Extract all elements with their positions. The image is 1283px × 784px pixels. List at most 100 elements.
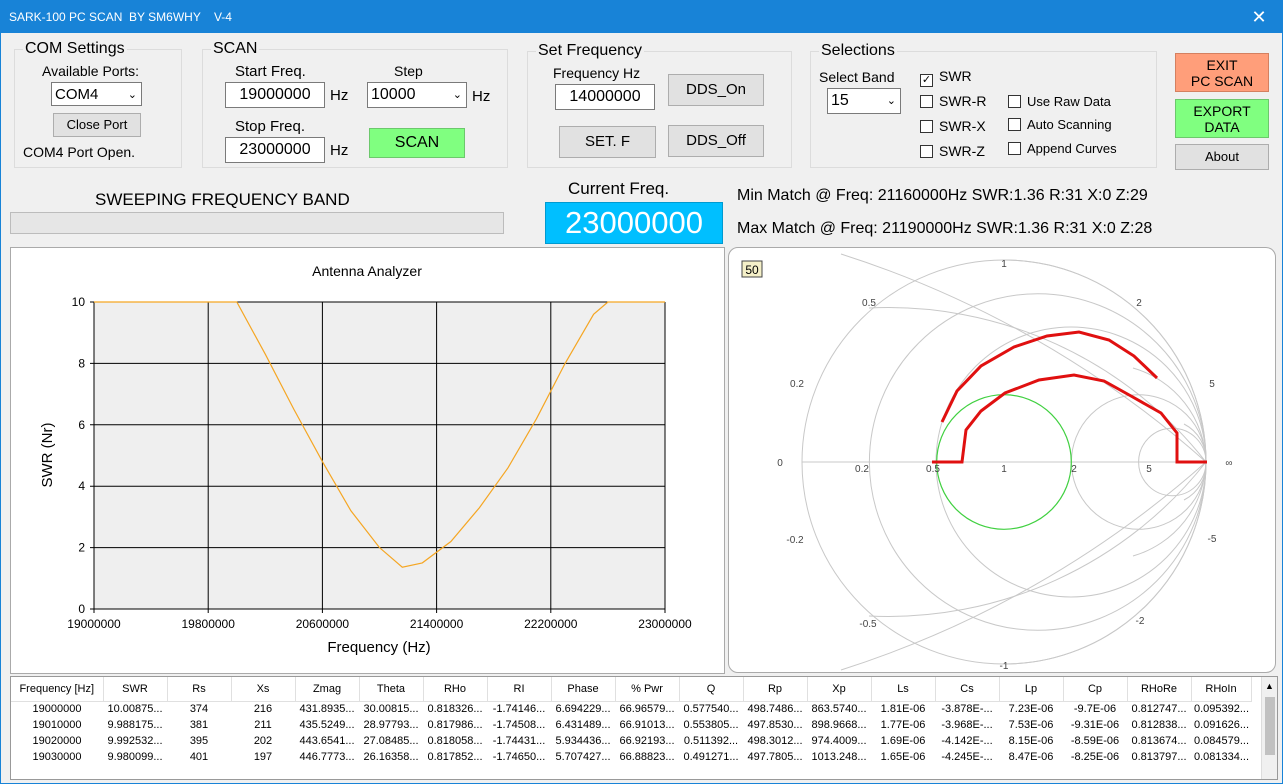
column-header[interactable]: Rs — [167, 677, 232, 702]
column-header[interactable]: SWR — [103, 677, 168, 702]
table-scrollbar[interactable]: ▲ — [1261, 677, 1277, 779]
start-freq-input[interactable]: 19000000 — [225, 82, 325, 108]
table-cell: 0.817852... — [427, 751, 483, 763]
column-header[interactable]: RHo — [423, 677, 488, 702]
dds-on-button[interactable]: DDS_On — [668, 74, 764, 106]
exit-label: EXIT — [1206, 57, 1238, 73]
table-cell: 10.00875... — [107, 703, 163, 716]
dds-off-button[interactable]: DDS_Off — [668, 125, 764, 157]
y-tick-label: 2 — [78, 541, 85, 555]
table-cell: 1.77E-06 — [880, 719, 926, 731]
append-curves-checkbox[interactable]: Append Curves — [1008, 141, 1117, 156]
column-header[interactable]: Cp — [1063, 677, 1128, 702]
column-header[interactable]: Xs — [231, 677, 296, 702]
scroll-up-icon[interactable]: ▲ — [1265, 681, 1274, 691]
auto-scanning-checkbox[interactable]: Auto Scanning — [1008, 117, 1112, 132]
column-header[interactable]: Cs — [935, 677, 1000, 702]
close-port-button[interactable]: Close Port — [53, 113, 141, 137]
table-cell: 498.7486... — [747, 703, 803, 716]
table-cell: 1.65E-06 — [880, 751, 926, 763]
y-tick-label: 4 — [78, 479, 85, 493]
set-frequency-input[interactable]: 14000000 — [555, 84, 655, 110]
table-row[interactable]: 19000000 10.00875... 374 216 431.8935... 30.0… — [11, 701, 1251, 717]
checkbox-box — [1008, 142, 1021, 155]
table-row[interactable]: 19030000 9.980099... 401 197 446.7773... 26.1… — [11, 749, 1251, 765]
selections-legend: Selections — [819, 42, 897, 60]
column-header[interactable]: Frequency [Hz] — [11, 677, 104, 702]
use-raw-data-checkbox[interactable]: Use Raw Data — [1008, 94, 1111, 109]
selections-group: Selections — [810, 42, 1157, 168]
column-header[interactable]: Q — [679, 677, 744, 702]
smith-label: 1 — [1001, 259, 1007, 270]
table-cell: 216 — [253, 703, 273, 716]
smith-label: ∞ — [1225, 458, 1232, 469]
port-select[interactable]: COM4 ⌄ — [51, 82, 142, 106]
swr-checkbox[interactable]: ✓ SWR — [920, 68, 972, 87]
data-table[interactable]: Frequency [Hz] SWR Rs Xs Zmag Theta RHo RI Phase… — [10, 676, 1278, 780]
column-header[interactable]: Zmag — [295, 677, 360, 702]
min-match-text: Min Match @ Freq: 21160000Hz SWR:1.36 R:… — [737, 187, 1148, 204]
set-f-button[interactable]: SET. F — [559, 126, 656, 158]
table-cell: 0.491271... — [683, 751, 739, 763]
column-header[interactable]: Xp — [807, 677, 872, 702]
port-value: COM4 — [55, 86, 99, 103]
column-header[interactable]: % Pwr — [615, 677, 680, 702]
table-cell: 401 — [189, 751, 209, 763]
available-ports-label: Available Ports: — [42, 63, 140, 79]
column-header[interactable]: Ls — [871, 677, 936, 702]
table-row[interactable]: 19020000 9.992532... 395 202 443.6541... 27.0… — [11, 733, 1251, 749]
export-label: EXPORT — [1193, 103, 1251, 119]
smith-trace-outer — [940, 330, 1159, 423]
table-cell: 0.812838... — [1131, 719, 1187, 731]
column-header[interactable]: RHoIn — [1191, 677, 1252, 702]
table-cell: 435.5249... — [299, 719, 355, 731]
column-header[interactable]: Phase — [551, 677, 616, 702]
step-label: Step — [394, 63, 423, 79]
close-icon[interactable]: ✕ — [1251, 7, 1267, 27]
table-cell: -4.142E-... — [941, 735, 993, 747]
x-tick-label: 21400000 — [410, 617, 464, 631]
table-row[interactable]: 19010000 9.988175... 381 211 435.5249... 28.9… — [11, 717, 1251, 733]
table-cell: 431.8935... — [299, 703, 355, 716]
step-select[interactable]: 10000 ⌄ — [367, 82, 467, 108]
table-cell: 8.15E-06 — [1008, 735, 1054, 747]
swr-x-checkbox[interactable]: SWR-X — [920, 118, 986, 134]
column-header[interactable]: RI — [487, 677, 552, 702]
column-header[interactable]: RHoRe — [1127, 677, 1192, 702]
swr-z-checkbox-label: SWR-Z — [939, 143, 985, 159]
exit-label-line2: PC SCAN — [1190, 73, 1254, 89]
about-button[interactable]: About — [1175, 144, 1269, 170]
smith-labels: 1 0.5 2 0.2 5 0 0.2 0.5 1 2 5 ∞ -0.2 -5 … — [777, 259, 1232, 672]
swr-x-checkbox-label: SWR-X — [939, 118, 986, 134]
smith-label: -1 — [1000, 661, 1009, 672]
swr-r-checkbox[interactable]: SWR-R — [920, 93, 986, 109]
export-label-line2: DATA — [1204, 119, 1240, 135]
exit-pc-scan-button[interactable]: EXIT PC SCAN — [1175, 53, 1269, 92]
chart-xlabel: Frequency (Hz) — [327, 639, 430, 656]
band-select[interactable]: 15 ⌄ — [827, 88, 901, 114]
table-cell: 0.095392... — [1194, 703, 1250, 716]
stop-freq-input[interactable]: 23000000 — [225, 137, 325, 163]
table-cell: 6.431489... — [555, 719, 611, 731]
check-icon: ✓ — [920, 74, 933, 87]
table-cell: 0.577540... — [683, 703, 739, 716]
column-header[interactable]: Rp — [743, 677, 808, 702]
table-cell: 7.53E-06 — [1008, 719, 1054, 731]
column-header[interactable]: Theta — [359, 677, 424, 702]
smith-label: 5 — [1146, 464, 1152, 475]
table-header-row: Frequency [Hz] SWR Rs Xs Zmag Theta RHo RI Phase… — [11, 677, 1252, 702]
column-header[interactable]: Lp — [999, 677, 1064, 702]
swr-chart: Antenna Analyzer 19000000 19800000 2060000… — [39, 263, 692, 656]
scan-button[interactable]: SCAN — [369, 128, 465, 158]
table-cell: 19030000 — [32, 751, 82, 763]
table-cell: 9.992532... — [107, 735, 163, 747]
swr-z-checkbox[interactable]: SWR-Z — [920, 143, 985, 159]
smith-label: 2 — [1071, 464, 1077, 475]
scroll-thumb[interactable] — [1265, 697, 1275, 755]
table-cell: -8.59E-06 — [1070, 735, 1120, 747]
table-cell: 0.091626... — [1194, 719, 1250, 731]
export-data-button[interactable]: EXPORT DATA — [1175, 99, 1269, 138]
table-cell: 19020000 — [32, 735, 82, 747]
table-cell: 0.818326... — [427, 703, 483, 716]
sweep-status: SWEEPING FREQUENCY BAND — [95, 190, 350, 209]
